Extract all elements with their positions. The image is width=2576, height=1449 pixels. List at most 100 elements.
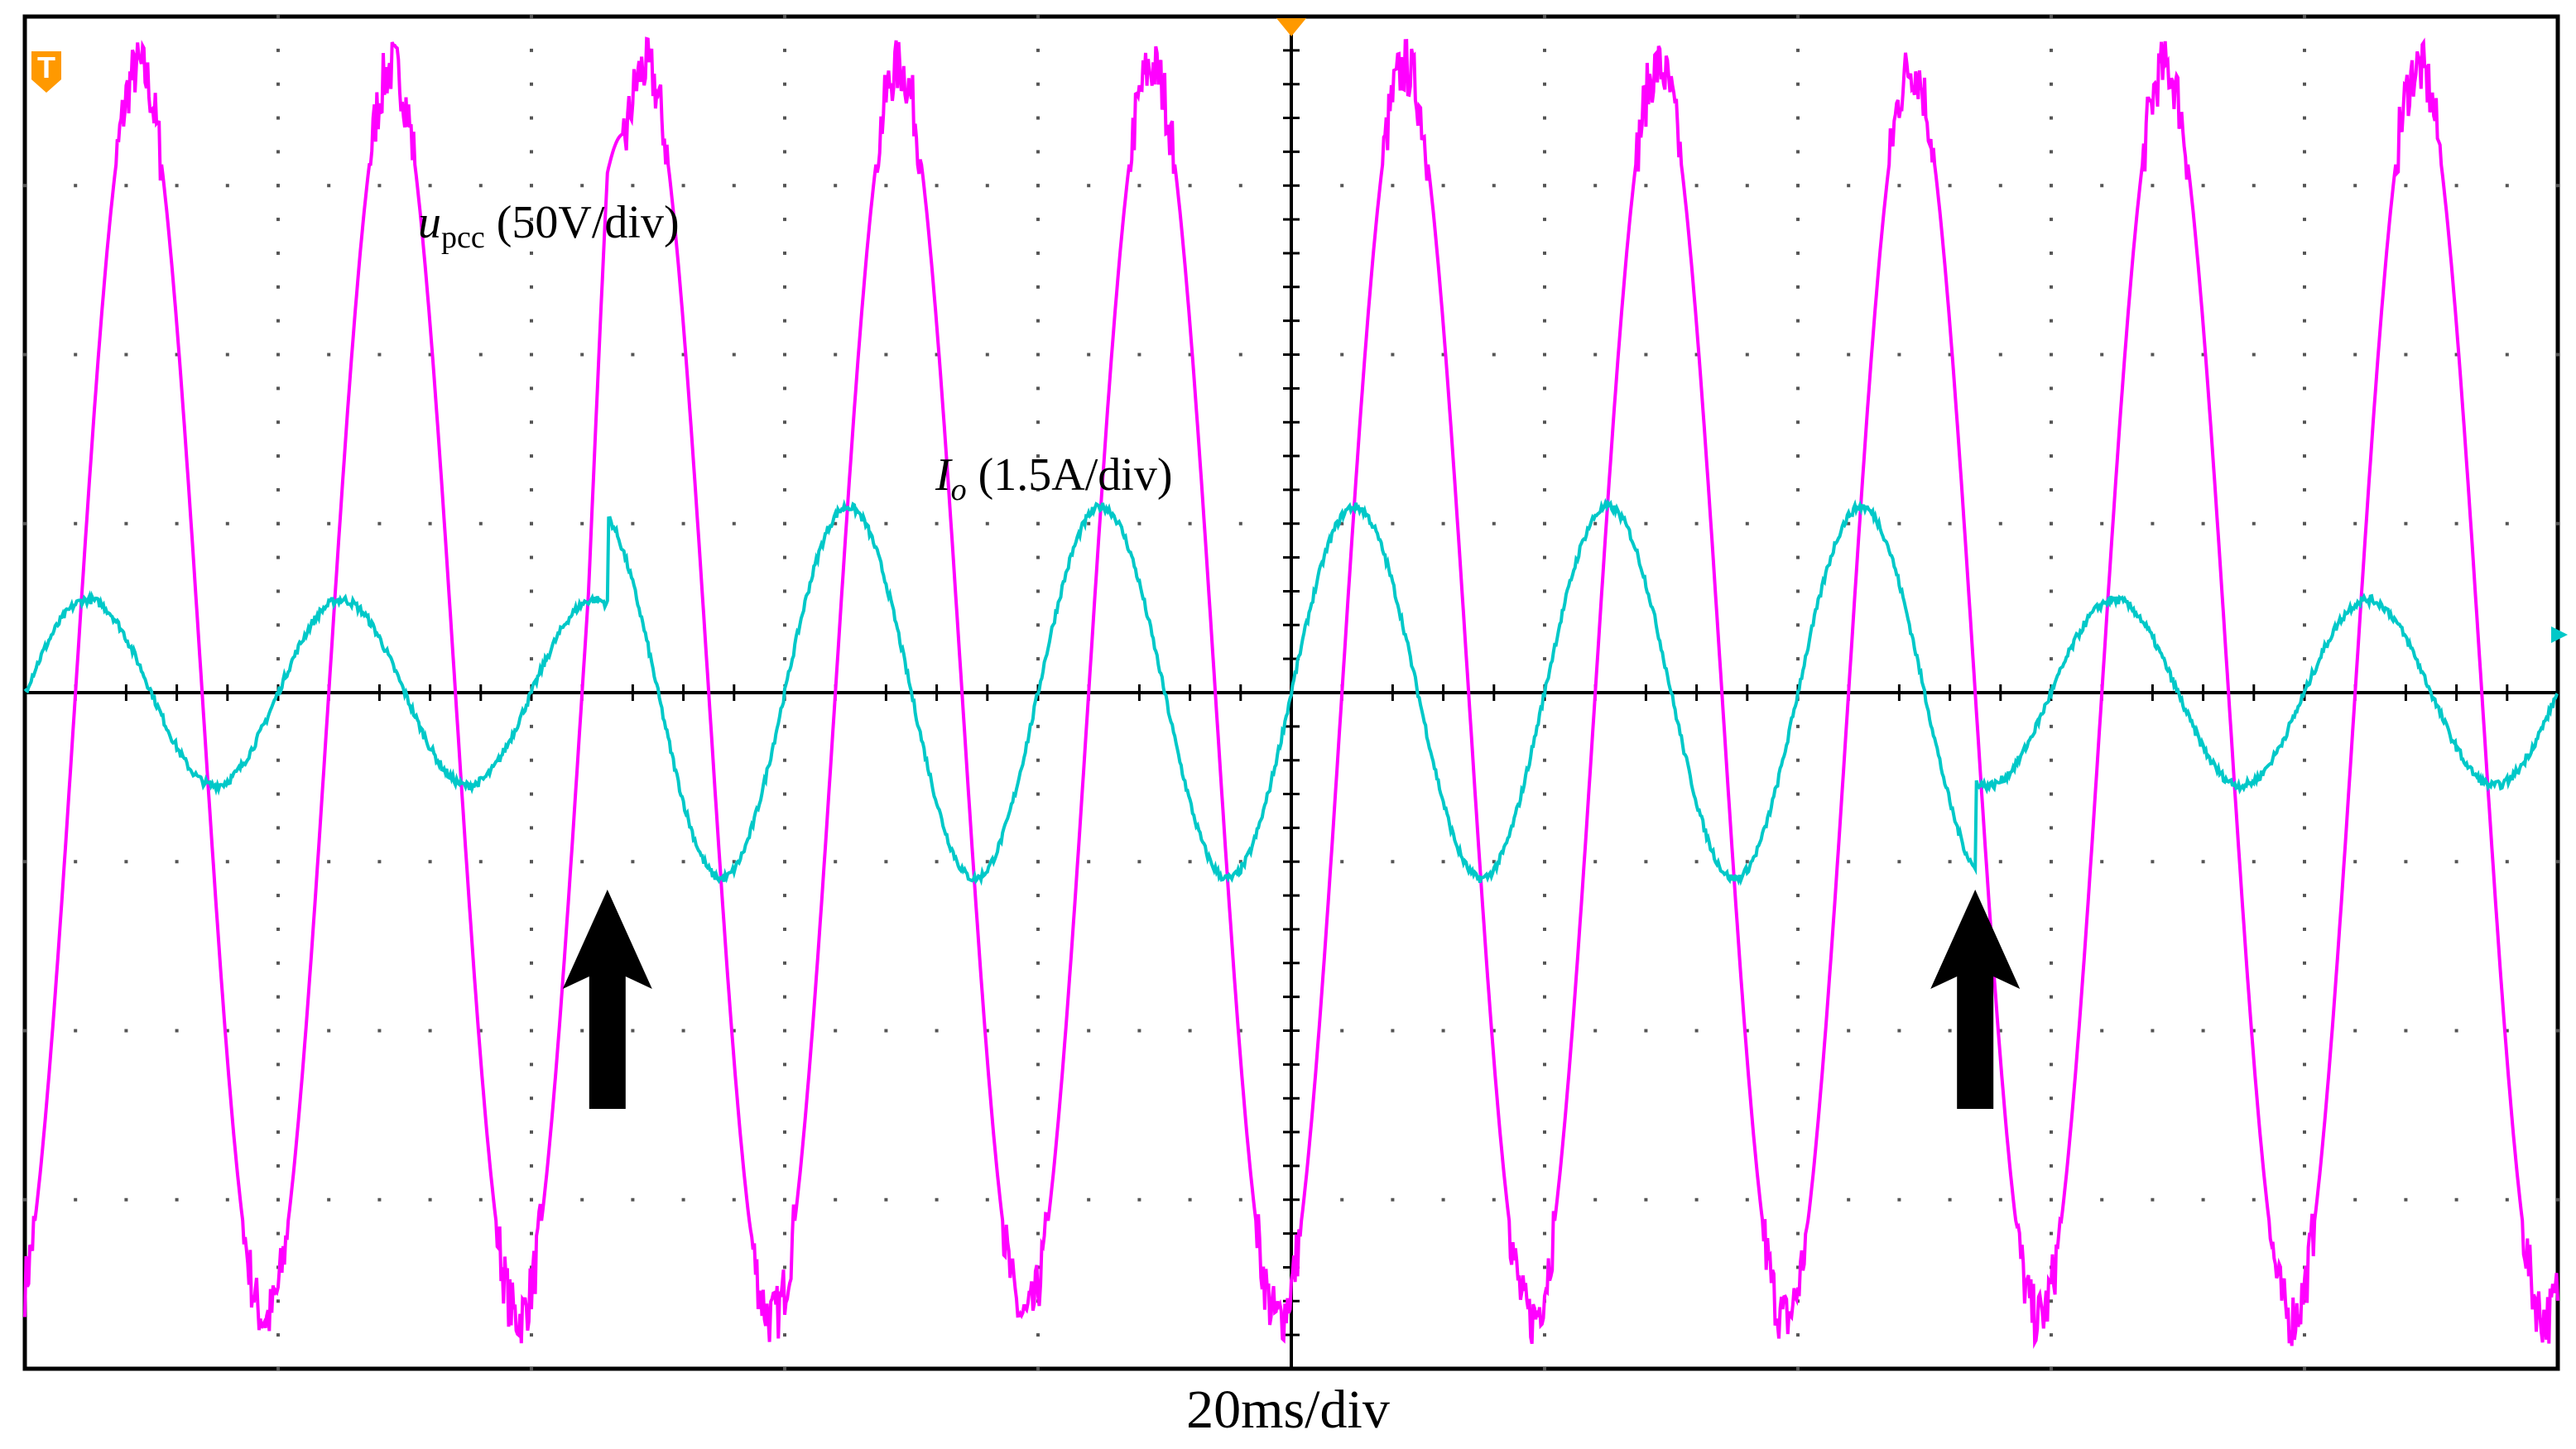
- grid-dot: [1238, 860, 1242, 864]
- grid-dot: [74, 521, 78, 525]
- grid-dot: [1948, 353, 1952, 357]
- grid-dot: [783, 251, 786, 255]
- markers: T: [31, 18, 2568, 1109]
- grid-dot: [530, 826, 533, 830]
- grid-dot: [1087, 521, 1091, 525]
- grid-dot: [530, 116, 533, 120]
- grid-dot: [1188, 860, 1192, 864]
- grid-dot: [530, 927, 533, 931]
- grid-dot: [530, 657, 533, 661]
- grid-dot: [783, 1063, 786, 1067]
- grid-dot: [2050, 82, 2053, 86]
- grid-dot: [1796, 251, 1800, 255]
- grid-dot: [1137, 353, 1141, 357]
- grid-dot: [1543, 521, 1546, 525]
- grid-dot: [276, 1231, 280, 1235]
- grid-dot: [681, 353, 685, 357]
- grid-dot: [2151, 353, 2155, 357]
- grid-dot: [2050, 521, 2053, 525]
- grid-dot: [732, 1029, 736, 1033]
- grid-dot: [1796, 454, 1800, 458]
- grid-dot: [2303, 961, 2306, 965]
- grid-dot: [175, 1029, 179, 1033]
- grid-dot: [1036, 386, 1040, 391]
- grid-dot: [1340, 1197, 1344, 1202]
- grid-dot: [2252, 184, 2256, 188]
- grid-dot: [530, 184, 533, 188]
- grid-dot: [1036, 1164, 1040, 1168]
- grid-dot: [276, 150, 280, 154]
- traces: [23, 36, 2559, 1350]
- grid-dot: [23, 1029, 26, 1033]
- grid-dot: [2303, 1197, 2306, 1202]
- grid-dot: [1391, 184, 1395, 188]
- grid-dot: [530, 1164, 533, 1168]
- grid-dot: [2303, 860, 2306, 864]
- grid-dot: [276, 1164, 280, 1168]
- grid-dot: [2303, 285, 2306, 289]
- grid-dot: [1036, 860, 1040, 864]
- grid-dot: [225, 184, 229, 188]
- grid-dot: [884, 353, 888, 357]
- grid-dot: [1998, 184, 2002, 188]
- grid-dot: [1644, 521, 1648, 525]
- grid-dot: [2556, 1197, 2559, 1202]
- grid-dot: [276, 48, 280, 52]
- grid-dot: [2556, 521, 2559, 525]
- grid-dot: [23, 184, 26, 188]
- grid-dot: [1847, 353, 1851, 357]
- grid-dot: [783, 82, 786, 86]
- grid-dot: [1087, 1197, 1091, 1202]
- grid-dot: [834, 184, 838, 188]
- grid-dot: [1137, 184, 1141, 188]
- grid-dot: [2303, 1164, 2306, 1168]
- grid-dot: [327, 353, 331, 357]
- grid-dot: [428, 521, 432, 525]
- grid-dot: [1745, 353, 1749, 357]
- grid-dot: [2050, 1096, 2053, 1101]
- grid-dot: [2303, 82, 2306, 86]
- grid-dot: [1745, 1029, 1749, 1033]
- grid-dot: [2050, 48, 2053, 52]
- grid-dot: [276, 420, 280, 425]
- grid-dot: [580, 353, 584, 357]
- grid-dot: [1796, 894, 1800, 898]
- grid-dot: [2505, 1029, 2509, 1033]
- grid-dot: [1796, 657, 1800, 661]
- grid-dot: [530, 1130, 533, 1135]
- grid-dot: [1543, 995, 1546, 999]
- grid-dot: [631, 184, 635, 188]
- grid-dot: [783, 724, 786, 728]
- grid-dot: [2050, 961, 2053, 965]
- grid-dot: [530, 521, 533, 525]
- grid-dot: [783, 927, 786, 931]
- grid-dot: [1188, 521, 1192, 525]
- grid-dot: [428, 184, 432, 188]
- grid-dot: [1543, 724, 1546, 728]
- grid-dot: [276, 555, 280, 559]
- grid-dot: [2050, 1063, 2053, 1067]
- grid-dot: [2100, 184, 2104, 188]
- grid-dot: [377, 521, 382, 525]
- grid-dot: [1543, 961, 1546, 965]
- grid-dot: [1593, 1029, 1598, 1033]
- grid-dot: [1694, 521, 1699, 525]
- grid-dot: [1492, 353, 1496, 357]
- grid-dot: [2151, 1197, 2155, 1202]
- x-axis-label: 20ms/div: [1186, 1379, 1390, 1440]
- grid-dot: [428, 1197, 432, 1202]
- event-2-arrow-icon: [1930, 890, 2021, 1109]
- grid-dot: [1796, 995, 1800, 999]
- grid-dot: [1036, 218, 1040, 222]
- grid-dot: [884, 1197, 888, 1202]
- grid-dot: [1543, 420, 1546, 425]
- grid-dot: [1543, 353, 1546, 357]
- grid-dot: [783, 555, 786, 559]
- grid-dot: [23, 353, 26, 357]
- grid-dot: [2505, 860, 2509, 864]
- grid-dot: [580, 521, 584, 525]
- grid-dot: [884, 184, 888, 188]
- grid-dot: [1543, 555, 1546, 559]
- grid-dot: [1796, 82, 1800, 86]
- grid-dot: [530, 386, 533, 391]
